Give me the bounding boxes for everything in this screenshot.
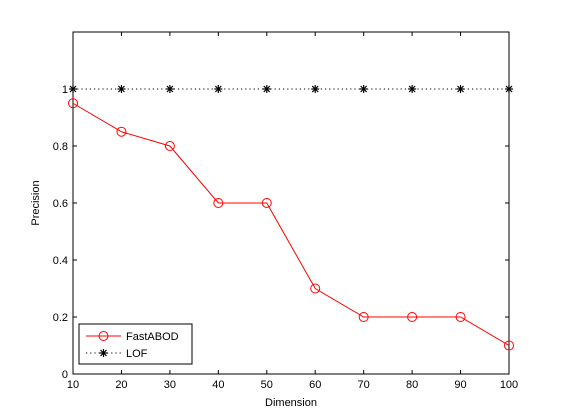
data-point-lof bbox=[359, 85, 368, 93]
legend-label-fastabod: FastABOD bbox=[126, 331, 179, 343]
data-point-lof bbox=[311, 85, 320, 93]
data-point-fastabod bbox=[504, 340, 514, 351]
data-point-fastabod bbox=[407, 312, 418, 322]
asterisk-stroke bbox=[360, 85, 368, 93]
legend-box bbox=[78, 323, 193, 365]
x-tick-label: 10 bbox=[67, 379, 79, 391]
data-point-lof bbox=[262, 85, 271, 93]
y-tick-label: 0 bbox=[62, 369, 68, 381]
asterisk-stroke bbox=[263, 85, 271, 93]
y-axis-label: Precision bbox=[30, 180, 42, 225]
y-tick-label: 0.6 bbox=[53, 198, 68, 210]
asterisk-stroke bbox=[166, 85, 174, 93]
data-point-lof bbox=[456, 85, 465, 93]
asterisk-stroke bbox=[69, 85, 77, 93]
asterisk-stroke bbox=[214, 85, 222, 93]
y-tick-label: 0.8 bbox=[53, 141, 68, 153]
asterisk-stroke bbox=[311, 85, 319, 93]
x-tick-label: 90 bbox=[454, 379, 466, 391]
asterisk-stroke bbox=[118, 85, 125, 93]
x-tick-label: 50 bbox=[261, 379, 273, 391]
legend-item-fastabod: FastABOD bbox=[86, 331, 179, 343]
data-point-lof bbox=[69, 85, 77, 93]
x-axis-label: Dimension bbox=[265, 397, 317, 409]
series-lof bbox=[69, 85, 513, 93]
data-point-lof bbox=[408, 85, 417, 93]
asterisk-stroke bbox=[505, 85, 513, 93]
series-fastabod bbox=[68, 98, 514, 351]
y-tick-label: 1 bbox=[62, 84, 68, 96]
series-line-fastabod bbox=[72, 102, 510, 346]
plot-area bbox=[73, 32, 509, 374]
data-point-fastabod bbox=[358, 312, 369, 322]
x-tick-label: 100 bbox=[500, 379, 518, 391]
asterisk-stroke bbox=[408, 85, 416, 93]
legend: FastABOD LOF bbox=[78, 323, 193, 365]
data-point-fastabod bbox=[116, 126, 127, 137]
data-point-fastabod bbox=[213, 198, 224, 208]
legend-item-lof: LOF bbox=[86, 348, 148, 360]
series-layer bbox=[68, 85, 514, 351]
y-tick-label: 0.4 bbox=[53, 255, 68, 267]
data-point-fastabod bbox=[68, 98, 78, 109]
x-tick-label: 80 bbox=[406, 379, 418, 391]
asterisk-stroke bbox=[457, 85, 464, 93]
x-tick-label: 20 bbox=[115, 379, 127, 391]
x-tick-label: 70 bbox=[358, 379, 370, 391]
x-tick-label: 40 bbox=[212, 379, 224, 391]
legend-label-lof: LOF bbox=[126, 348, 148, 360]
data-point-fastabod bbox=[310, 283, 321, 294]
y-tick-label: 0.2 bbox=[53, 312, 68, 324]
data-point-lof bbox=[214, 85, 223, 93]
data-point-lof bbox=[117, 85, 126, 93]
legend-marker-fastabod bbox=[98, 331, 109, 341]
data-point-fastabod bbox=[261, 198, 272, 208]
asterisk-stroke bbox=[100, 349, 107, 357]
axes: 10 20 30 40 50 60 70 80 90 100 0 0.2 0.4 0.6 0.8 1 bbox=[53, 31, 518, 391]
legend-marker-lof bbox=[99, 349, 108, 357]
data-point-lof bbox=[505, 85, 513, 93]
x-tick-label: 30 bbox=[164, 379, 176, 391]
data-point-lof bbox=[165, 85, 174, 93]
data-point-fastabod bbox=[455, 312, 466, 322]
x-tick-label: 60 bbox=[309, 379, 321, 391]
data-point-fastabod bbox=[164, 141, 175, 151]
